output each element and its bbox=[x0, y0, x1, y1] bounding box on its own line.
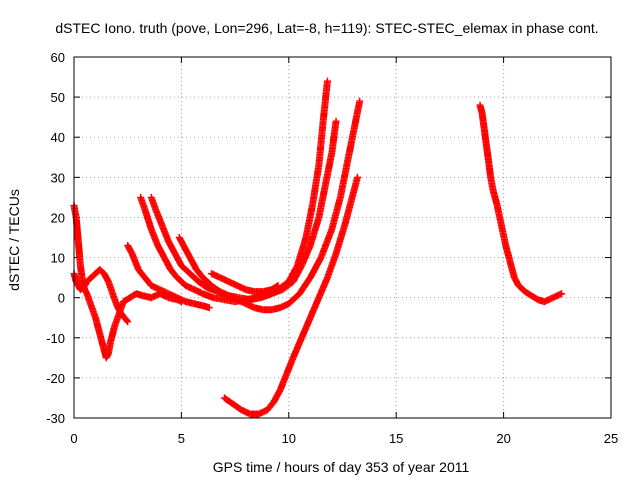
series-arc1 bbox=[70, 201, 185, 362]
axis-ticks: -30 -20 -10 0 10 20 30 40 50 60 0 5 10 15 20 25 bbox=[46, 50, 618, 446]
plot-area bbox=[70, 77, 566, 418]
series-line bbox=[476, 103, 564, 305]
x-tick-label: 25 bbox=[604, 431, 618, 446]
x-axis-label: GPS time / hours of day 353 of year 2011 bbox=[213, 459, 470, 475]
x-tick-label: 5 bbox=[178, 431, 185, 446]
x-tick-label: 0 bbox=[70, 431, 77, 446]
y-tick-label: 30 bbox=[51, 170, 65, 185]
series-arc3 bbox=[124, 242, 213, 312]
series-arc7 bbox=[208, 270, 282, 296]
y-tick-label: -10 bbox=[46, 331, 65, 346]
series-arc2 bbox=[70, 266, 132, 326]
series-arc6 bbox=[175, 97, 364, 314]
x-tick-label: 15 bbox=[389, 431, 403, 446]
chart-title: dSTEC Iono. truth (pove, Lon=296, Lat=-8… bbox=[55, 20, 598, 36]
series-line bbox=[222, 175, 361, 418]
series-arc9 bbox=[476, 101, 566, 306]
plot-frame bbox=[73, 56, 612, 419]
y-tick-label: 0 bbox=[58, 291, 65, 306]
y-tick-label: 10 bbox=[51, 251, 65, 266]
y-tick-label: 50 bbox=[51, 90, 65, 105]
x-tick-label: 10 bbox=[282, 431, 296, 446]
y-tick-label: 40 bbox=[51, 130, 65, 145]
y-tick-label: -30 bbox=[46, 411, 65, 426]
series-line bbox=[124, 243, 212, 311]
series-line bbox=[176, 99, 363, 314]
y-tick-label: 20 bbox=[51, 210, 65, 225]
x-tick-label: 20 bbox=[496, 431, 510, 446]
y-axis-label: dSTEC / TECUs bbox=[6, 189, 22, 291]
y-tick-label: 60 bbox=[51, 50, 65, 65]
series-arc8 bbox=[220, 173, 361, 418]
y-tick-label: -20 bbox=[46, 371, 65, 386]
series-line bbox=[209, 270, 281, 296]
